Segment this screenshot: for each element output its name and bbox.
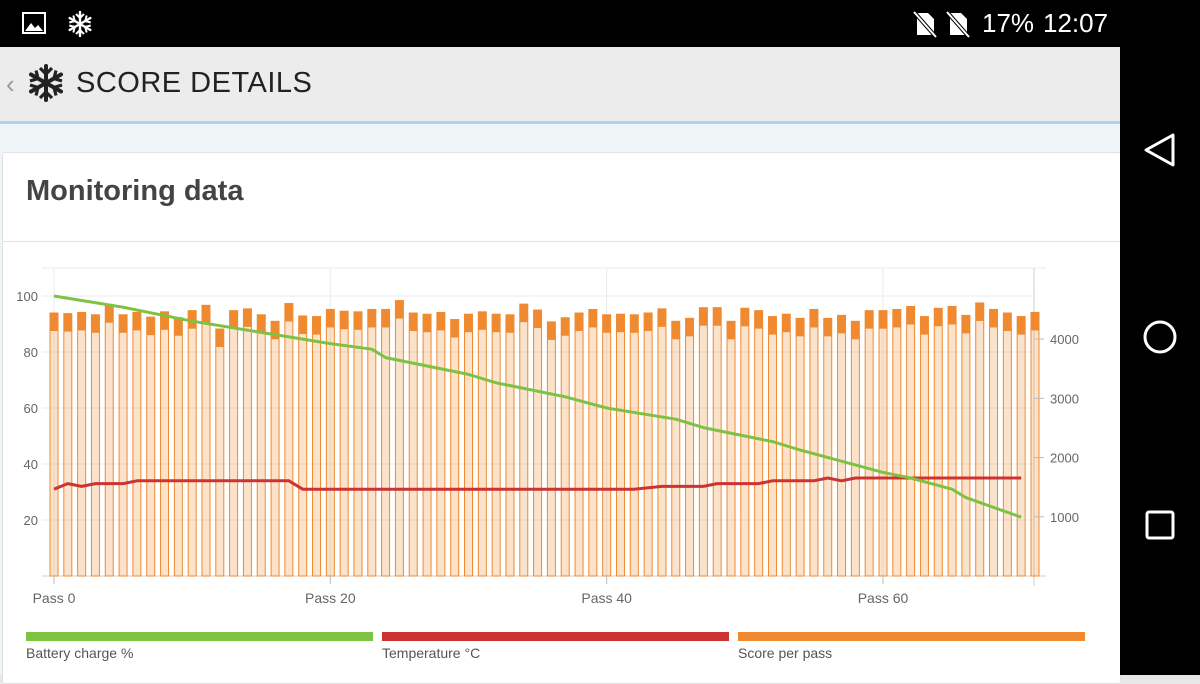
navigation-bar (1120, 0, 1200, 675)
back-nav-button[interactable] (1120, 110, 1200, 190)
card-title: Monitoring data (26, 175, 244, 207)
legend-label-battery: Battery charge % (26, 645, 134, 661)
legend-swatch-temperature (382, 632, 729, 641)
image-icon (22, 12, 46, 39)
no-sim-icon-2 (945, 10, 971, 43)
legend-score: Score per pass (738, 632, 1085, 661)
content-area: Monitoring data (0, 124, 1121, 684)
page-title: SCORE DETAILS (76, 67, 313, 99)
home-nav-button[interactable] (1120, 297, 1200, 377)
legend-label-score: Score per pass (738, 645, 833, 661)
recents-nav-button[interactable] (1120, 485, 1200, 565)
legend-swatch-score (738, 632, 1085, 641)
snowflake-logo-icon[interactable] (24, 63, 68, 108)
legend-temperature: Temperature °C (382, 632, 729, 661)
battery-percent: 17% (982, 8, 1035, 38)
snowflake-icon (66, 10, 94, 43)
app-bar: ‹ SCORE DETAILS (0, 47, 1120, 124)
legend-label-temperature: Temperature °C (382, 645, 481, 661)
monitoring-card: Monitoring data (2, 152, 1121, 684)
recents-square-icon (1145, 510, 1175, 540)
back-chevron-icon[interactable]: ‹ (6, 69, 15, 99)
legend-swatch-battery (26, 632, 373, 641)
clock: 12:07 (1043, 8, 1109, 38)
home-circle-icon (1143, 320, 1177, 354)
legend-battery: Battery charge % (26, 632, 373, 661)
no-sim-icon (912, 10, 938, 43)
status-bar: 17% 12:07 (0, 0, 1120, 47)
back-triangle-icon (1144, 133, 1175, 167)
card-divider (3, 241, 1120, 242)
